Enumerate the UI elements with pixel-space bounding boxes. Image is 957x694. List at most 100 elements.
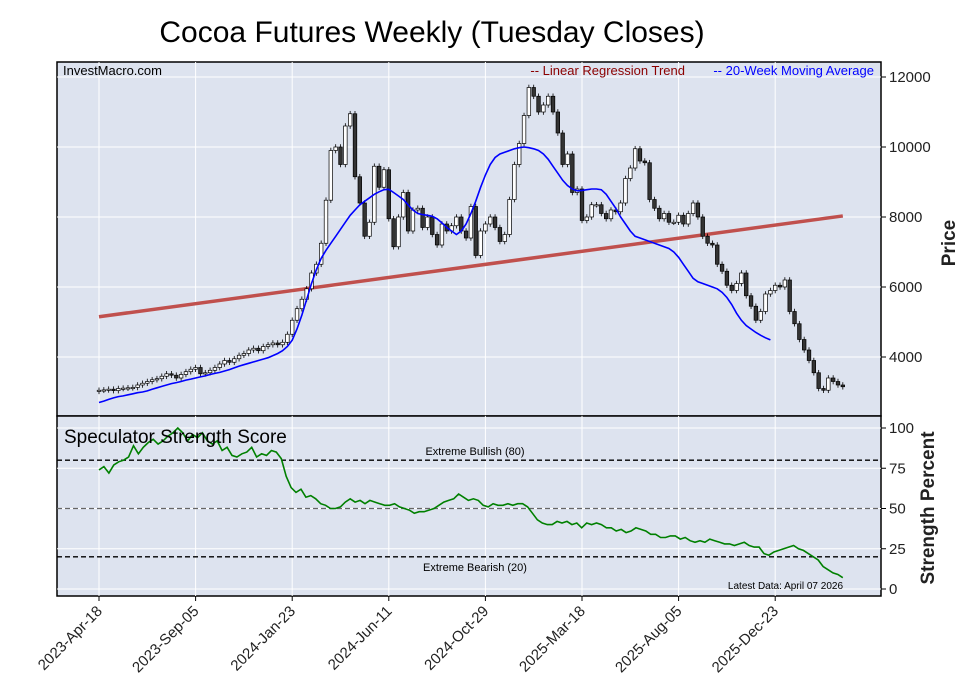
candle-body: [579, 188, 585, 221]
price-y-axis-ticks: 4000 6000 8000 10000 12000: [881, 69, 931, 366]
candle-body: [251, 347, 256, 351]
x-tick-label: 2023-Sep-05: [129, 603, 202, 676]
candle-body: [309, 272, 314, 290]
candle-body: [323, 199, 329, 244]
candle-body: [434, 234, 440, 246]
strength-y-tick-label: 0: [889, 581, 897, 598]
candle-body: [748, 295, 754, 307]
candle-body: [541, 104, 546, 113]
candle-body: [594, 204, 599, 207]
candle-body: [816, 372, 821, 389]
candle-body: [352, 113, 358, 178]
candle-body: [681, 214, 686, 225]
candle-body: [705, 235, 710, 244]
price-y-tick-label: 6000: [889, 279, 922, 296]
candle-body: [753, 305, 759, 321]
candle-body: [719, 263, 725, 272]
candle-body: [101, 389, 106, 392]
candle-body: [357, 176, 362, 204]
price-y-tick-label: 10000: [889, 139, 931, 156]
candle-body: [174, 374, 179, 379]
price-y-tick-label: 8000: [889, 209, 922, 226]
x-tick-label: 2025-Aug-05: [612, 603, 685, 676]
candle-body: [367, 221, 372, 237]
candle-body: [265, 344, 271, 347]
candle-body: [183, 371, 189, 375]
candle-body: [787, 279, 792, 312]
candle-body: [570, 153, 575, 193]
candle-body: [463, 230, 469, 239]
x-tick-label: 2025-Mar-18: [516, 603, 589, 676]
candle-body: [661, 213, 667, 220]
candle-body: [488, 216, 493, 225]
candle-body: [797, 323, 802, 340]
candle-body: [550, 95, 556, 113]
candle-body: [782, 279, 788, 288]
candle-body: [671, 221, 676, 224]
candle-body: [348, 113, 353, 127]
candle-body: [826, 377, 831, 391]
candle-body: [739, 272, 744, 284]
candle-body: [159, 375, 164, 380]
candle-body: [415, 207, 420, 211]
candle-body: [135, 384, 140, 388]
candle-body: [207, 369, 213, 374]
candle-body: [690, 202, 696, 214]
candle-body: [111, 388, 116, 391]
candle-body: [560, 132, 565, 165]
candle-body: [821, 388, 826, 391]
candle-body: [831, 377, 836, 382]
price-y-tick-label: 12000: [889, 69, 931, 86]
candle-body: [802, 339, 807, 351]
candle-body: [507, 199, 512, 235]
strength-y-tick-label: 25: [889, 541, 906, 558]
candle-body: [642, 160, 647, 164]
candle-body: [319, 242, 324, 265]
x-tick-label: 2024-Jun-11: [325, 603, 396, 674]
strength-y-tick-label: 50: [889, 501, 906, 518]
legend-moving-average: -- 20-Week Moving Average: [713, 63, 874, 78]
candle-body: [657, 207, 662, 220]
candle-body: [203, 372, 208, 375]
candle-body: [468, 206, 474, 239]
strength-panel: Speculator Strength Score Extreme Bullis…: [56, 415, 939, 598]
candle-body: [285, 333, 290, 343]
candle-body: [608, 209, 614, 220]
candle-body: [333, 146, 338, 151]
candle-body: [521, 115, 527, 144]
candle-body: [120, 387, 126, 390]
candle-body: [362, 202, 367, 237]
strength-y-tick-label: 75: [889, 460, 906, 477]
candle-body: [154, 378, 160, 381]
candle-body: [531, 87, 536, 97]
candle-body: [376, 165, 382, 188]
x-tick-label: 2024-Oct-29: [421, 603, 492, 674]
candle-body: [618, 202, 623, 213]
moving-average-line: [98, 146, 771, 404]
candle-body: [478, 230, 483, 256]
strength-panel-background: [56, 415, 882, 597]
candle-body: [589, 204, 594, 218]
candle-body: [584, 216, 589, 221]
chart-title: Cocoa Futures Weekly (Tuesday Closes): [159, 16, 704, 49]
candle-body: [145, 381, 150, 384]
candle-body: [198, 367, 203, 375]
candle-body: [715, 244, 720, 265]
candle-body: [483, 223, 488, 232]
legend-regression: -- Linear Regression Trend: [530, 63, 685, 78]
candle-body: [439, 223, 445, 246]
price-y-tick-label: 4000: [889, 349, 922, 366]
candle-body: [700, 216, 705, 237]
candle-body: [734, 283, 739, 291]
latest-data-note: Latest Data: April 07 2026: [728, 581, 844, 592]
candle-body: [546, 95, 551, 106]
strength-y-tick-label: 100: [889, 420, 914, 437]
candle-body: [473, 206, 478, 256]
candle-body: [647, 162, 652, 200]
price-panel-background: [56, 61, 882, 417]
candle-body: [623, 178, 628, 204]
candle-body: [512, 164, 517, 200]
candle-body: [328, 150, 333, 201]
candle-body: [676, 214, 681, 223]
strength-score-line: [98, 426, 844, 579]
